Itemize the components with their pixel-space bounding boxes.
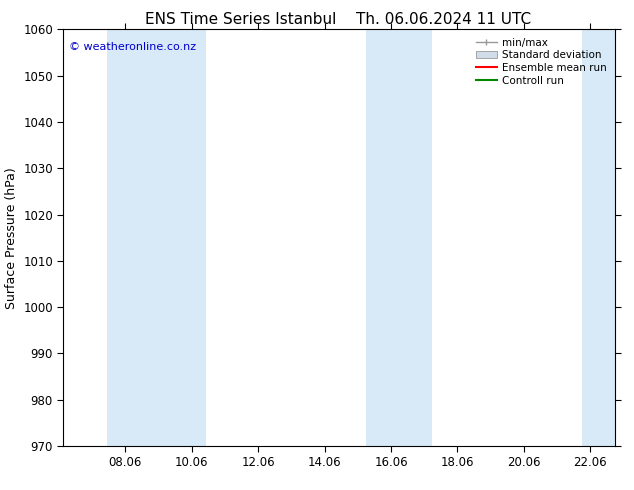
- Text: ENS Time Series Istanbul: ENS Time Series Istanbul: [145, 12, 337, 27]
- Text: © weatheronline.co.nz: © weatheronline.co.nz: [69, 42, 196, 52]
- Y-axis label: Surface Pressure (hPa): Surface Pressure (hPa): [4, 167, 18, 309]
- Bar: [366, 29, 432, 446]
- Text: Th. 06.06.2024 11 UTC: Th. 06.06.2024 11 UTC: [356, 12, 531, 27]
- Legend: min/max, Standard deviation, Ensemble mean run, Controll run: min/max, Standard deviation, Ensemble me…: [473, 35, 610, 89]
- Bar: [582, 29, 615, 446]
- Bar: [107, 29, 206, 446]
